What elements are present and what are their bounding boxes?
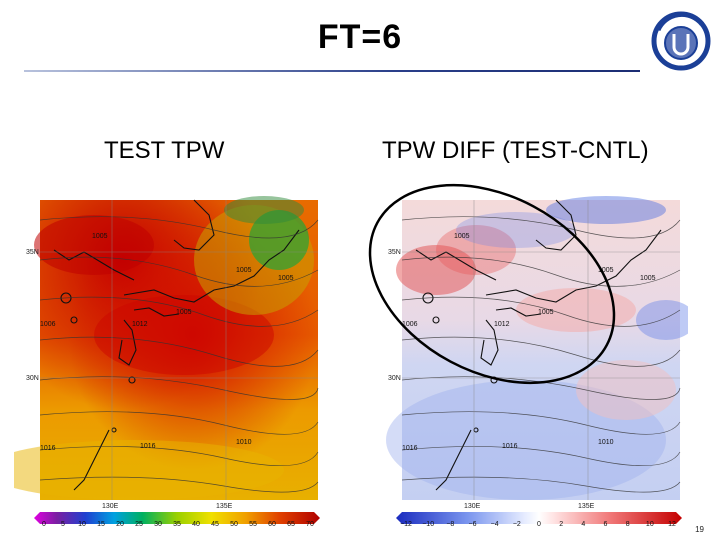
colorbar-tick-label: −2: [513, 521, 521, 528]
tpw-diff-colorbar: [396, 512, 682, 524]
slide-title: FT=6: [317, 18, 403, 56]
tpw-diff-map-panel: 35N 30N 130E 135E 1005 1005 1005 1006 10…: [376, 190, 688, 528]
colorbar-tick-label: 35: [173, 521, 181, 528]
isobar-label: 1012: [494, 321, 510, 328]
lon-label-135e: 135E: [578, 503, 595, 510]
isobar-label: 1005: [598, 267, 614, 274]
isobar-label: 1005: [176, 309, 192, 316]
colorbar-tick-label: 10: [78, 521, 86, 528]
isobar-label: 1016: [502, 443, 518, 450]
isobar-label: 1016: [402, 445, 418, 452]
isobar-label: 1005: [278, 275, 294, 282]
colorbar-tick-label: 60: [268, 521, 276, 528]
isobar-label: 1012: [132, 321, 148, 328]
page-number: 19: [695, 525, 704, 534]
isobar-label: 1010: [598, 439, 614, 446]
colorbar-tick-label: 10: [646, 521, 654, 528]
colorbar-tick-label: 40: [192, 521, 200, 528]
isobar-label: 1006: [40, 321, 56, 328]
left-panel-label: TEST TPW: [104, 137, 225, 164]
lon-label-130e: 130E: [102, 503, 119, 510]
isobar-label: 1005: [454, 233, 470, 240]
tpw-diff-field: [386, 196, 688, 500]
tpw-colorbar: [34, 512, 320, 524]
colorbar-tick-label: 30: [154, 521, 162, 528]
agency-logo-icon: [651, 11, 711, 71]
colorbar-tick-label: −12: [400, 521, 412, 528]
colorbar-tick-label: 12: [668, 521, 676, 528]
colorbar-tick-label: 2: [559, 521, 563, 528]
colorbar-tick-label: 0: [537, 521, 541, 528]
isobar-label: 1005: [538, 309, 554, 316]
colorbar-tick-label: 0: [42, 521, 46, 528]
colorbar-tick-label: 20: [116, 521, 124, 528]
lat-label-30n: 30N: [26, 375, 39, 382]
colorbar-tick-label: 50: [230, 521, 238, 528]
colorbar-tick-label: 45: [211, 521, 219, 528]
lat-label-35n: 35N: [388, 249, 401, 256]
isobar-label: 1005: [92, 233, 108, 240]
colorbar-tick-label: −8: [446, 521, 454, 528]
right-panel-label: TPW DIFF (TEST-CNTL): [382, 137, 649, 164]
isobar-label: 1006: [402, 321, 418, 328]
colorbar-tick-label: 55: [249, 521, 257, 528]
colorbar-tick-label: 65: [287, 521, 295, 528]
lat-label-30n: 30N: [388, 375, 401, 382]
isobar-label: 1010: [236, 439, 252, 446]
colorbar-tick-label: 8: [626, 521, 630, 528]
colorbar-tick-label: −10: [422, 521, 434, 528]
colorbar-tick-label: −6: [469, 521, 477, 528]
coastlines: [53, 199, 300, 491]
isobar-label: 1016: [140, 443, 156, 450]
isobar-label: 1005: [236, 267, 252, 274]
lon-label-130e: 130E: [464, 503, 481, 510]
isobar-label: 1016: [40, 445, 56, 452]
isobar-contours: [39, 216, 319, 493]
tpw-field: [14, 196, 318, 500]
isobar-label: 1005: [640, 275, 656, 282]
colorbar-tick-label: 15: [97, 521, 105, 528]
colorbar-tick-label: 70: [306, 521, 314, 528]
title-divider: [24, 70, 640, 72]
colorbar-tick-label: 25: [135, 521, 143, 528]
lon-label-135e: 135E: [216, 503, 233, 510]
colorbar-tick-label: −4: [491, 521, 499, 528]
colorbar-tick-label: 6: [604, 521, 608, 528]
colorbar-tick-label: 4: [581, 521, 585, 528]
colorbar-tick-label: 5: [61, 521, 65, 528]
tpw-map-panel: 35N 30N 130E 135E 1005 1005 1005 1006 10…: [14, 190, 326, 528]
latlon-grid: [40, 200, 318, 500]
lat-label-35n: 35N: [26, 249, 39, 256]
